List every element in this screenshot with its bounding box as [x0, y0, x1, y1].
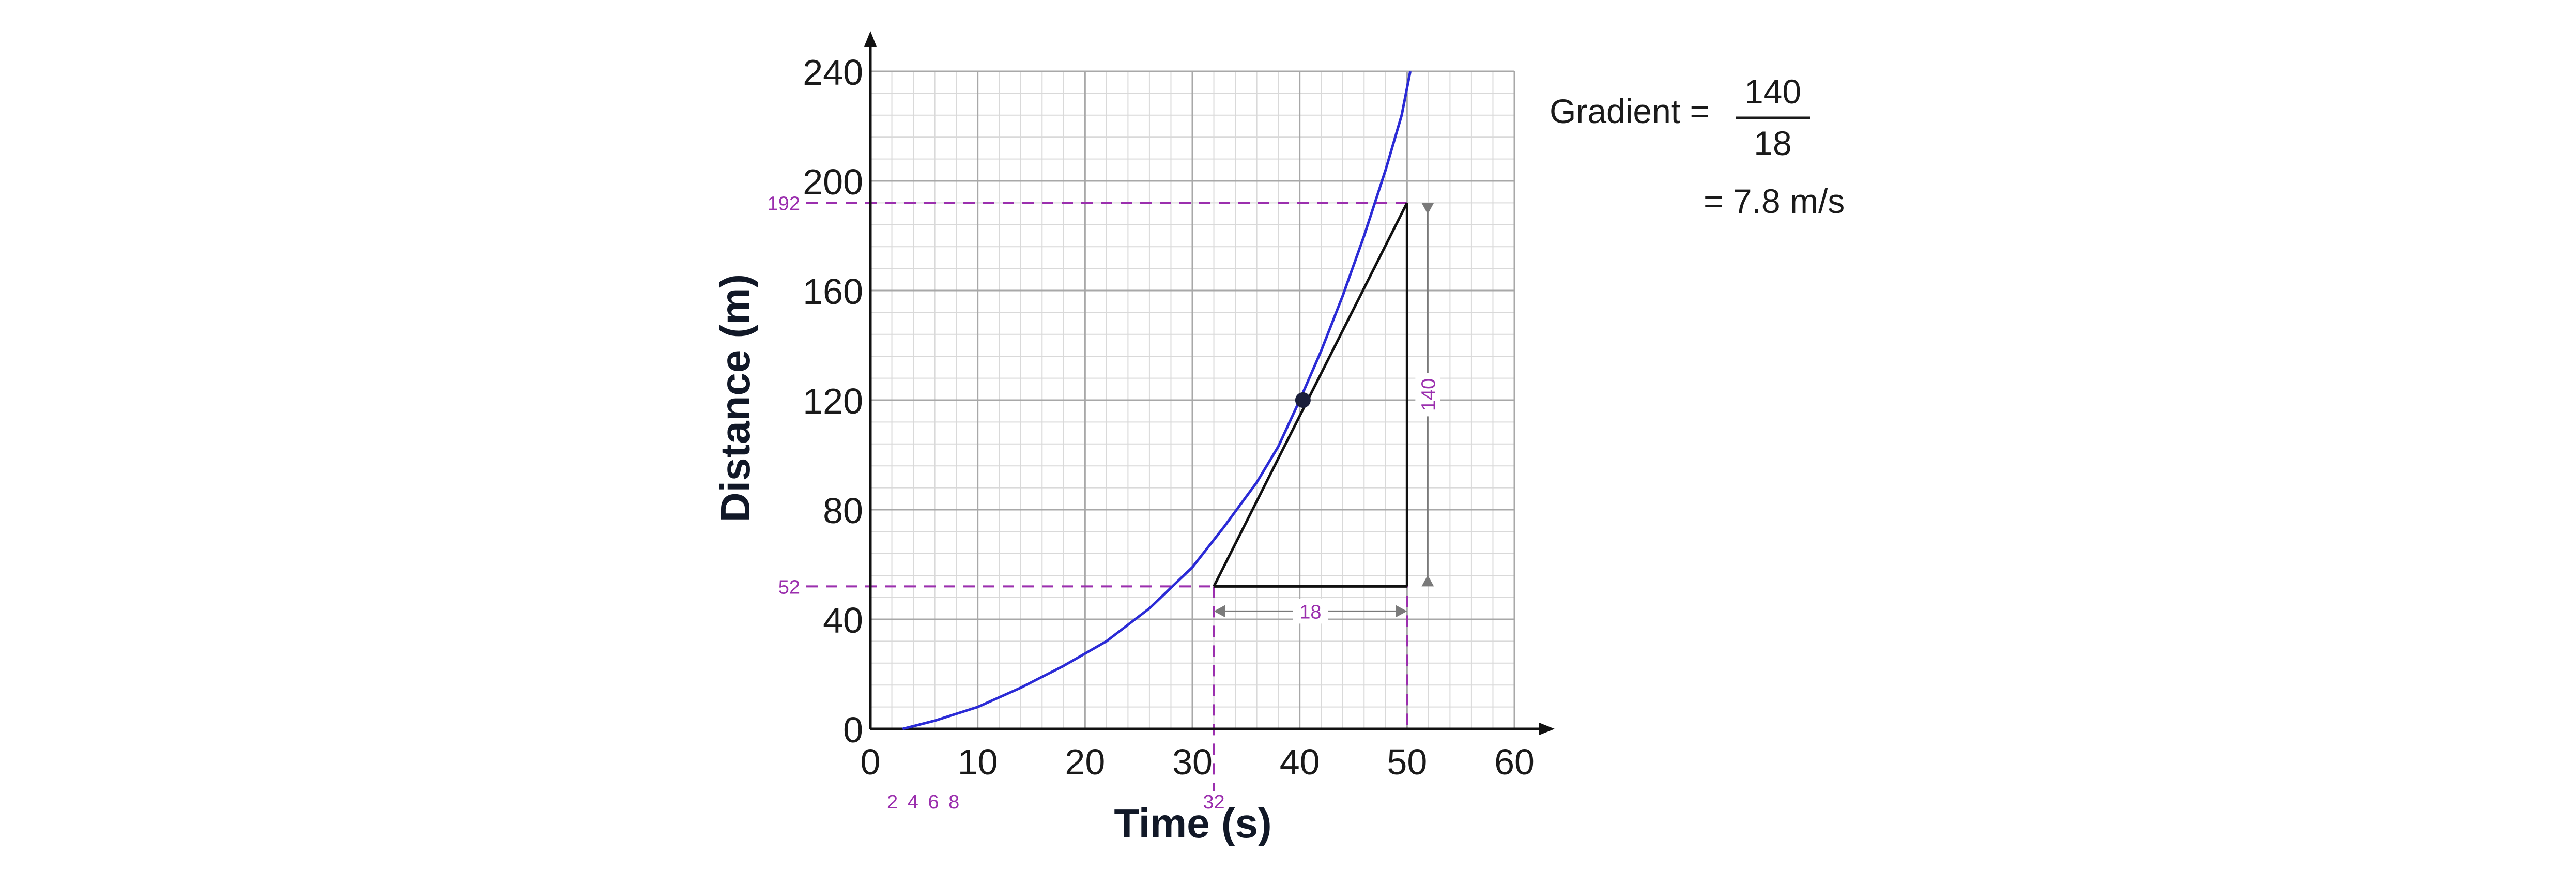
x-axis-arrow	[1539, 723, 1555, 735]
annotations: 18 140 192 52 32 2 4 6 8	[768, 193, 1440, 813]
formula-label: Gradient =	[1550, 92, 1710, 130]
x-tick-label: 20	[1065, 742, 1105, 782]
x-tick-label: 30	[1172, 742, 1213, 782]
y-tick-label: 120	[803, 381, 863, 421]
y-tick-label: 200	[803, 162, 863, 202]
y-axis-title: Distance (m)	[712, 274, 758, 522]
rise-arrow-top	[1421, 203, 1434, 215]
y-high-label: 192	[768, 193, 800, 215]
formula-denominator: 18	[1754, 124, 1791, 162]
run-arrow-left	[1214, 605, 1225, 618]
tangent-point	[1295, 392, 1311, 408]
chart-axes	[864, 31, 1555, 735]
tick-labels: 0 10 20 30 40 50 60 0 40 80 120 160 200 240	[803, 52, 1535, 782]
y-tick-label: 160	[803, 271, 863, 312]
y-tick-label: 40	[823, 600, 863, 640]
y-tick-label: 240	[803, 52, 863, 93]
tangent-line	[1213, 202, 1408, 587]
tangent-triangle	[1213, 202, 1408, 588]
y-axis-arrow	[864, 31, 877, 47]
y-tick-label: 0	[843, 710, 863, 750]
x-low-label: 32	[1203, 791, 1224, 813]
small-x-tick-labels: 2 4 6 8	[887, 791, 959, 813]
series-layer	[902, 71, 1412, 730]
distance-time-curve	[902, 71, 1412, 730]
x-tick-label: 60	[1494, 742, 1535, 782]
x-tick-label: 40	[1280, 742, 1320, 782]
x-axis-title: Time (s)	[1114, 800, 1271, 846]
formula-result: = 7.8 m/s	[1704, 182, 1845, 220]
run-label: 18	[1299, 601, 1321, 623]
x-tick-label: 10	[958, 742, 998, 782]
run-arrow-right	[1396, 605, 1407, 618]
formula-numerator: 140	[1744, 72, 1801, 111]
run-label-bg	[1293, 599, 1328, 624]
y-low-label: 52	[778, 576, 800, 598]
rise-label-bg	[1415, 373, 1440, 417]
x-tick-label: 0	[861, 742, 881, 782]
gradient-formula: Gradient = 140 18 = 7.8 m/s	[1550, 72, 1845, 220]
y-tick-label: 80	[823, 491, 863, 531]
rise-arrow-bottom	[1421, 575, 1434, 587]
x-tick-label: 50	[1387, 742, 1427, 782]
rise-label: 140	[1418, 378, 1439, 411]
